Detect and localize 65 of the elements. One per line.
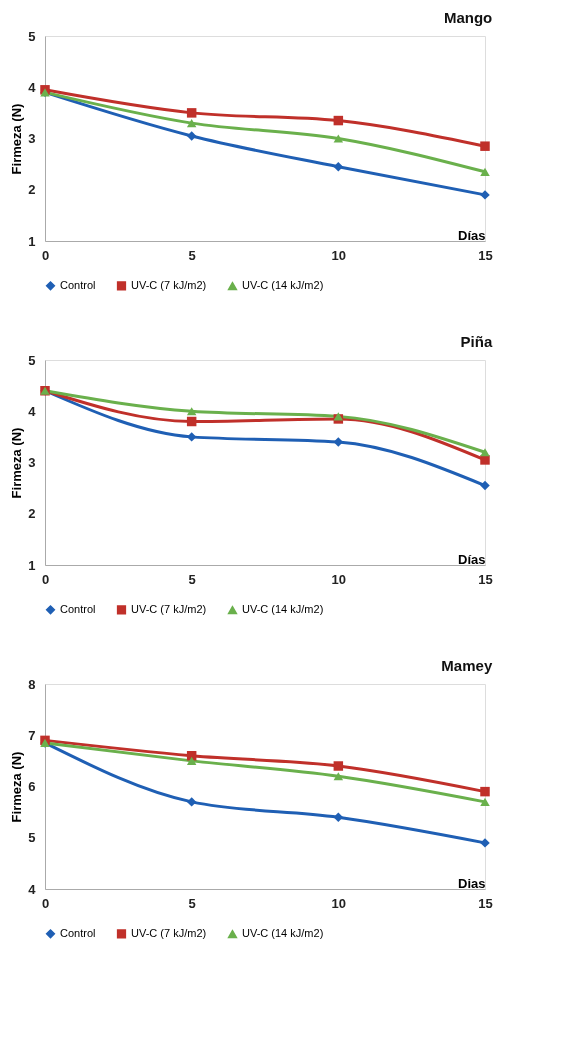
x-tick-label: 15 [478,895,493,911]
point [333,772,344,781]
y-tick-label: 4 [28,79,37,95]
point [186,416,197,427]
y-tick-label: 7 [28,727,36,743]
point [333,134,344,143]
point [186,119,197,128]
legend-label: UV-C (7 kJ/m2) [131,278,207,291]
point [333,761,344,771]
legend-label: UV-C (14 kJ/m2) [242,279,324,292]
x-tick-label: 0 [41,571,50,587]
x-axis-title: Días [458,227,486,243]
x-tick-label: 5 [188,247,196,263]
y-tick-label: 8 [28,676,36,692]
point [186,756,197,765]
y-tick-label: 5 [28,352,36,368]
point [186,131,197,141]
y-tick-label: 4 [28,881,37,897]
chart-title: Mango [443,9,493,26]
x-tick-label: 5 [188,571,196,587]
y-tick-label: 1 [28,233,36,249]
y-tick-label: 2 [28,182,36,198]
legend-label: Control [60,602,96,615]
x-tick-label: 0 [41,895,50,911]
y-tick-label: 3 [28,455,36,470]
point [480,141,490,151]
point [186,407,197,416]
point [480,448,490,457]
point [480,786,490,797]
point [333,161,344,172]
chart-title: Piña [460,333,493,350]
y-axis-title: Firmeza (N) [9,103,25,175]
y-tick-label: 1 [28,557,36,573]
point [480,455,490,465]
point [333,115,344,126]
x-tick-label: 10 [331,895,347,911]
legend-label: UV-C (14 kJ/m2) [242,603,324,616]
x-tick-label: 10 [331,571,347,587]
point [186,108,197,118]
x-tick-label: 15 [478,571,493,587]
legend-label: UV-C (7 kJ/m2) [131,926,207,939]
legend-label: Control [60,926,96,939]
y-tick-label: 3 [28,131,36,146]
point [186,797,197,807]
x-tick-label: 10 [331,247,347,263]
x-axis-title: Días [458,551,486,567]
legend-label: UV-C (14 kJ/m2) [242,927,324,940]
point [480,797,490,806]
y-tick-label: 5 [28,28,36,44]
legend-label: Control [60,278,96,291]
legend-label: UV-C (7 kJ/m2) [131,602,207,615]
y-tick-label: 4 [28,403,37,419]
y-tick-label: 6 [28,779,36,794]
x-tick-label: 0 [41,247,50,263]
y-tick-label: 5 [28,830,36,846]
x-axis-title: Dias [458,875,486,891]
x-tick-label: 15 [478,247,493,263]
x-tick-label: 5 [188,895,196,911]
point [480,167,490,176]
y-axis-title: Firmeza (N) [9,427,25,499]
y-tick-label: 2 [28,506,36,522]
point [480,480,490,491]
point [333,812,344,822]
chart-title: Mamey [441,657,493,674]
y-axis-title: Firmeza (N) [9,751,25,823]
